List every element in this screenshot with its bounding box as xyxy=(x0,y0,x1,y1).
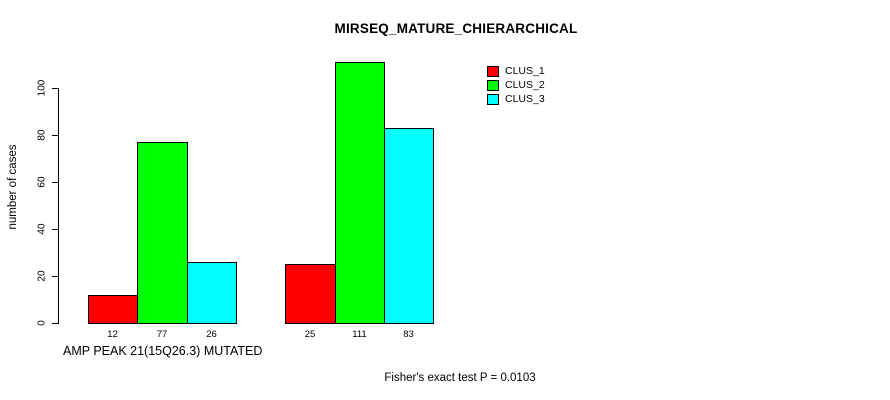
bar-value-label: 26 xyxy=(206,329,217,340)
y-tick-mark xyxy=(52,323,59,324)
bar-clus_1-group2 xyxy=(285,264,336,324)
y-tick-mark xyxy=(52,229,59,230)
y-tick-label: 0 xyxy=(36,320,48,326)
y-tick-mark xyxy=(52,88,59,89)
bar-clus_3-group1 xyxy=(187,262,237,324)
legend-swatch-clus_3 xyxy=(487,93,499,105)
legend-item-clus_3: CLUS_3 xyxy=(487,92,545,106)
bar-clus_2-group2 xyxy=(335,62,385,324)
y-tick-mark xyxy=(52,135,59,136)
bar-value-label: 25 xyxy=(304,329,316,340)
legend-label: CLUS_1 xyxy=(505,65,545,77)
bar-value-label: 12 xyxy=(107,329,118,340)
y-axis-line xyxy=(58,88,59,324)
legend-item-clus_2: CLUS_2 xyxy=(487,78,545,92)
bar-value-label: 83 xyxy=(403,329,414,340)
legend-swatch-clus_1 xyxy=(487,65,499,77)
y-tick-mark xyxy=(52,182,59,183)
bar-clus_2-group1 xyxy=(137,142,188,324)
bar-clus_3-group2 xyxy=(384,128,434,324)
legend-swatch-clus_2 xyxy=(487,79,499,91)
legend-label: CLUS_2 xyxy=(505,79,545,91)
y-axis-label: number of cases xyxy=(7,144,19,230)
y-tick-label: 80 xyxy=(36,129,48,141)
y-tick-label: 20 xyxy=(36,270,48,282)
y-tick-label: 40 xyxy=(36,223,48,235)
chart-title: MIRSEQ_MATURE_CHIERARCHICAL xyxy=(334,21,578,36)
bar-value-label: 111 xyxy=(352,329,367,340)
legend-item-clus_1: CLUS_1 xyxy=(487,64,545,78)
pvalue-annotation: Fisher's exact test P = 0.0103 xyxy=(384,372,536,384)
bar-value-label: 77 xyxy=(156,329,168,340)
legend-label: CLUS_3 xyxy=(505,93,545,105)
y-tick-label: 100 xyxy=(36,79,48,97)
bar-clus_1-group1 xyxy=(88,295,138,324)
y-tick-mark xyxy=(52,276,59,277)
x-axis-group-label: AMP PEAK 21(15Q26.3) MUTATED xyxy=(63,344,263,358)
y-tick-label: 60 xyxy=(36,176,48,188)
legend: CLUS_1 CLUS_2 CLUS_3 xyxy=(487,64,545,106)
